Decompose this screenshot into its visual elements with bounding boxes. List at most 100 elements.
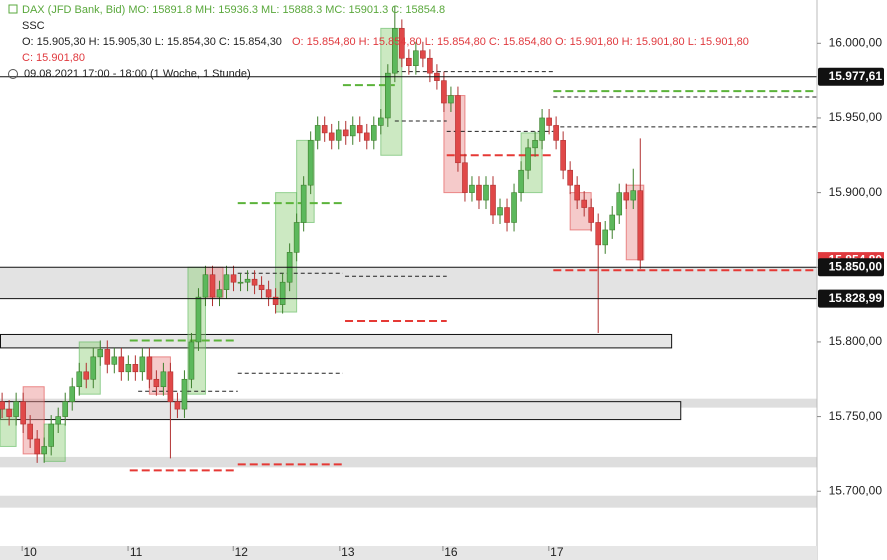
candle-body bbox=[483, 184, 489, 201]
candle-body bbox=[244, 278, 251, 283]
price-axis bbox=[817, 0, 887, 560]
candle-body bbox=[76, 371, 83, 388]
candle-body bbox=[588, 207, 594, 223]
level-tag-label: 15.828,99 bbox=[829, 291, 883, 305]
boxed-zone bbox=[0, 401, 682, 421]
candle-body bbox=[363, 132, 370, 141]
y-tick-label: 15.750,00 bbox=[829, 409, 883, 423]
candle-body bbox=[595, 222, 601, 246]
x-tick-label: 16 bbox=[444, 545, 458, 559]
x-tick-label: 17 bbox=[550, 545, 564, 559]
candle-body bbox=[370, 125, 377, 141]
candle-body bbox=[55, 416, 62, 425]
x-tick-label: 13 bbox=[341, 545, 355, 559]
candle-body bbox=[392, 28, 398, 74]
ssc-box bbox=[569, 192, 592, 231]
candle-body bbox=[69, 386, 76, 402]
candle-body bbox=[13, 401, 19, 417]
candle-body bbox=[581, 199, 587, 208]
level-tag bbox=[818, 67, 884, 86]
time-axis bbox=[0, 546, 817, 560]
candle-body bbox=[567, 169, 573, 186]
candle-body bbox=[490, 184, 496, 216]
icon bbox=[8, 4, 18, 14]
ssc-box bbox=[148, 356, 171, 395]
candle-body bbox=[41, 446, 47, 455]
candle-body bbox=[532, 140, 538, 149]
candle-body bbox=[427, 57, 433, 74]
candle-body bbox=[616, 192, 623, 216]
candle-body bbox=[265, 289, 272, 298]
ssc-box bbox=[78, 341, 101, 395]
candle-body bbox=[462, 162, 468, 193]
candle-body bbox=[181, 378, 188, 410]
candle-body bbox=[637, 190, 644, 261]
period: 09.08.2021 17:00 - 18:00 (1 Woche, 1 Stu… bbox=[24, 68, 251, 80]
instrument: DAX (JFD Bank, Bid) MO: 15891.8 MH: 1593… bbox=[22, 4, 445, 16]
candle-body bbox=[307, 140, 314, 186]
candle-body bbox=[251, 278, 258, 286]
candle-body bbox=[504, 207, 510, 223]
indicator: SSC bbox=[22, 20, 45, 32]
candle-body bbox=[188, 341, 195, 380]
ssc-box bbox=[22, 386, 45, 455]
candle-body bbox=[6, 408, 12, 417]
axes: 16.000,00 15.950,00 15.900,00 15.850,00 15.8… bbox=[21, 35, 884, 559]
candle-body bbox=[574, 184, 580, 201]
y-tick-label: 15.800,00 bbox=[829, 334, 883, 348]
candle-body bbox=[160, 371, 167, 388]
candle-body bbox=[279, 281, 286, 305]
candle-body bbox=[602, 229, 609, 246]
ssc-box bbox=[275, 192, 298, 313]
ohlc: O: 15.854,80 H: 15.854,80 L: 15.854,80 C… bbox=[292, 36, 749, 48]
candle-body bbox=[48, 423, 54, 447]
level-tag bbox=[818, 289, 884, 308]
candle-body bbox=[34, 438, 40, 455]
level-tag-label: 15.850,00 bbox=[829, 259, 883, 273]
candle-body bbox=[497, 207, 503, 216]
candle-body bbox=[0, 401, 5, 410]
candle-body bbox=[83, 371, 90, 380]
band bbox=[0, 456, 817, 468]
candle-body bbox=[511, 192, 517, 223]
candle-body bbox=[399, 28, 405, 59]
y-tick-label: 15.700,00 bbox=[829, 483, 883, 497]
candle-body bbox=[300, 184, 307, 223]
candle-body bbox=[230, 274, 237, 283]
candle-body bbox=[118, 356, 125, 373]
candle-body bbox=[111, 356, 118, 365]
candle-body bbox=[356, 125, 363, 134]
candle-body bbox=[420, 50, 426, 59]
candle-body bbox=[413, 50, 419, 66]
candle-body bbox=[272, 296, 279, 305]
candle-body bbox=[321, 125, 328, 134]
candle-body bbox=[560, 140, 566, 171]
candle-body bbox=[202, 274, 209, 298]
candle-body bbox=[609, 214, 616, 231]
band bbox=[0, 495, 817, 508]
plot-area bbox=[0, 5, 817, 508]
candle-body bbox=[546, 117, 552, 126]
candle-body bbox=[20, 401, 26, 425]
candle-body bbox=[539, 117, 545, 141]
header: DAX (JFD Bank, Bid) MO: 15891.8 MH: 1593… bbox=[8, 4, 749, 80]
candle-body bbox=[27, 423, 33, 440]
candle-body bbox=[237, 281, 244, 284]
candle-body bbox=[146, 356, 153, 380]
candle-body bbox=[385, 72, 391, 119]
y-tick-label: 16.000,00 bbox=[829, 35, 883, 49]
level-tag bbox=[818, 258, 884, 277]
candle-body bbox=[441, 80, 447, 104]
candle-body bbox=[258, 284, 265, 290]
candle-body bbox=[342, 129, 349, 137]
x-tick-label: 11 bbox=[130, 545, 143, 559]
candle-body bbox=[125, 364, 132, 373]
candle-body bbox=[469, 184, 475, 193]
candle-body bbox=[195, 296, 202, 343]
candle-body bbox=[209, 274, 216, 298]
clock-icon bbox=[8, 69, 18, 79]
candle-body bbox=[448, 95, 454, 104]
x-tick-label: 12 bbox=[235, 545, 249, 559]
zone bbox=[0, 267, 817, 299]
y-tick-label: 15.900,00 bbox=[829, 185, 883, 199]
